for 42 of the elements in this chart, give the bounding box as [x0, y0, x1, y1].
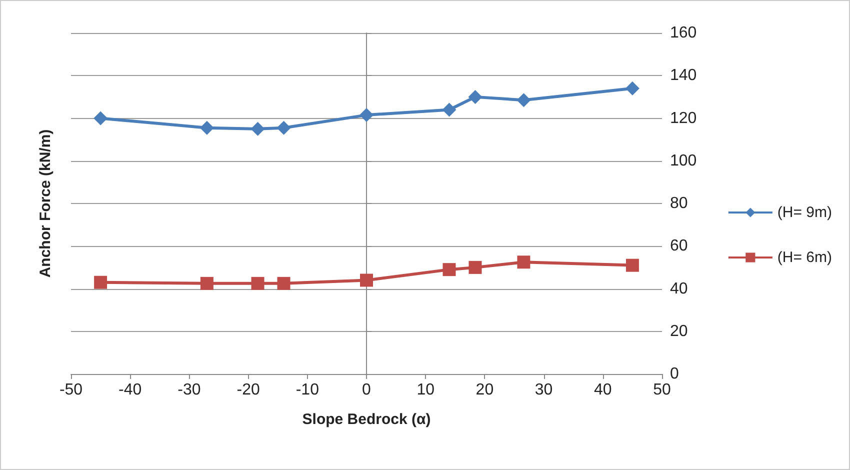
x-tick-label: 0	[362, 382, 372, 398]
y-tick-label: 140	[670, 67, 697, 84]
y-tick-label: 0	[670, 366, 679, 382]
x-tick-label: -30	[178, 382, 201, 398]
point	[277, 276, 290, 290]
point	[468, 90, 482, 104]
point	[516, 93, 531, 108]
point	[200, 120, 214, 135]
point	[442, 263, 456, 276]
x-tick-label: 50	[653, 382, 671, 398]
point	[276, 120, 291, 135]
point	[517, 256, 530, 269]
point	[251, 276, 264, 290]
x-tick-label: -40	[118, 382, 142, 398]
y-tick-label: 100	[670, 152, 697, 170]
x-tick-label: -50	[59, 382, 83, 398]
point	[200, 276, 214, 290]
legend-label: (H= 9m)	[777, 204, 832, 221]
y-tick-label: 80	[670, 195, 688, 212]
legend-label: (H= 6m)	[777, 249, 832, 266]
point	[360, 274, 373, 287]
x-tick-label: 10	[416, 382, 435, 398]
y-tick-label: 20	[670, 322, 688, 340]
point	[94, 276, 108, 289]
point	[442, 102, 456, 117]
x-tick-label: -20	[236, 382, 260, 398]
x-tick-label: 20	[476, 382, 494, 398]
y-tick-label: 60	[670, 238, 688, 255]
x-tick-label: -10	[296, 382, 320, 398]
y-tick-label: 40	[670, 280, 688, 298]
x-tick-label: 30	[534, 382, 553, 398]
y-tick-label: 120	[670, 110, 697, 127]
point	[625, 81, 640, 96]
point	[250, 122, 265, 136]
point	[468, 260, 482, 274]
point	[360, 108, 374, 122]
y-tick-label: 160	[670, 24, 697, 42]
point	[94, 111, 108, 126]
x-axis-title: Slope Bedrock (α)	[302, 411, 431, 428]
y-axis-title: Anchor Force (kN/m)	[37, 129, 54, 278]
x-tick-label: 40	[594, 382, 612, 398]
point	[626, 258, 639, 272]
